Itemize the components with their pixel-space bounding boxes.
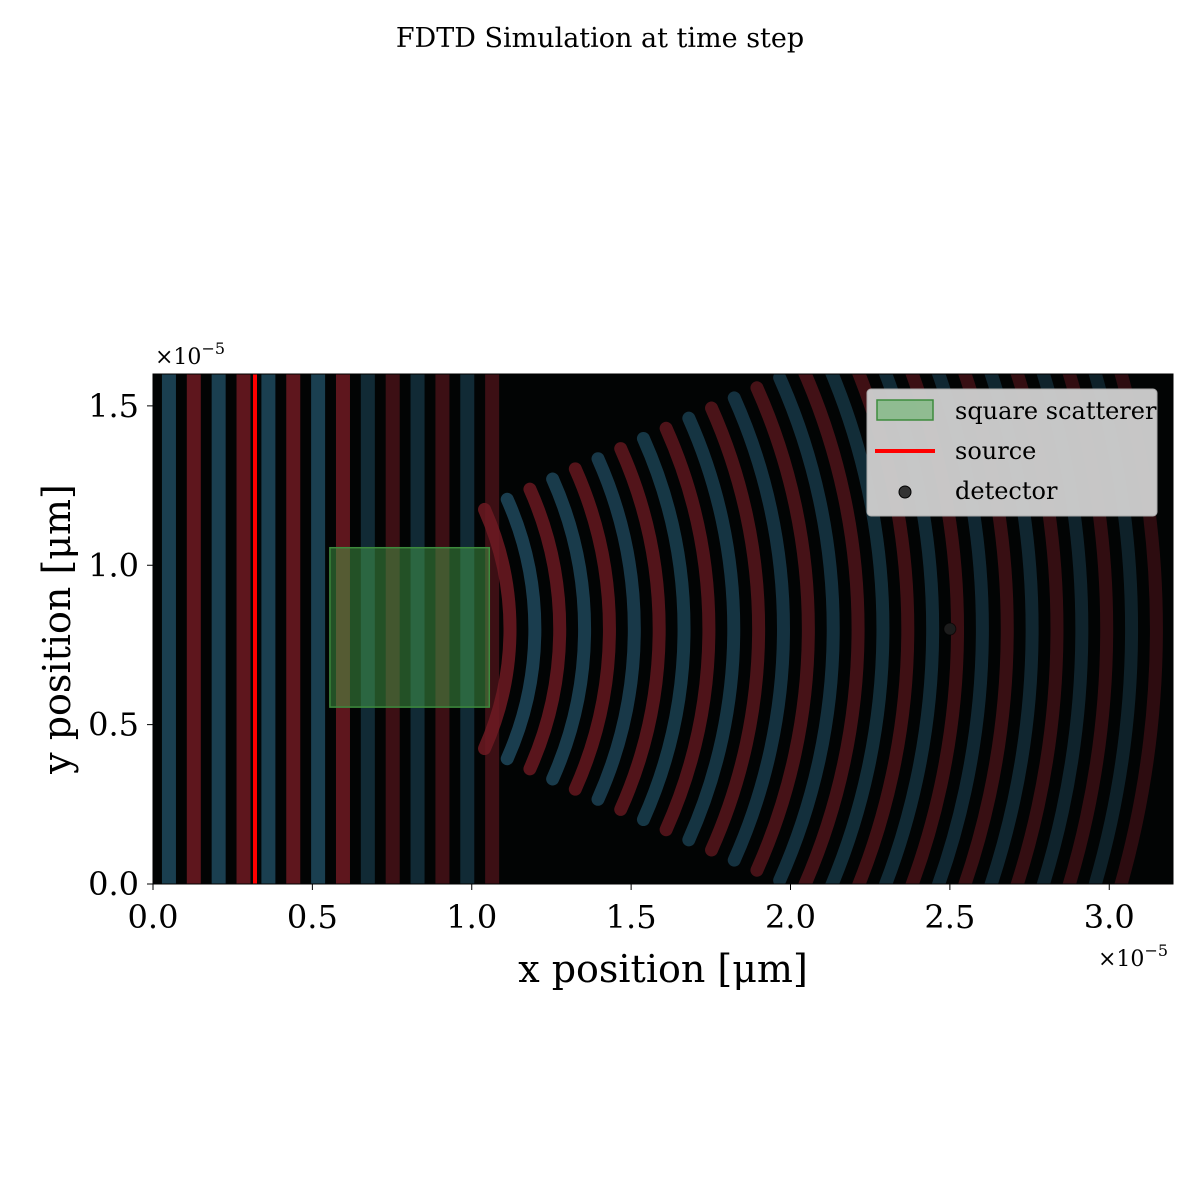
legend-scatterer-label: square scatterer — [955, 397, 1157, 425]
field-arc — [500, 492, 542, 766]
field-arc — [773, 374, 840, 884]
x-tick-label: 2.5 — [924, 898, 975, 936]
y-offset-base: ×10 — [155, 345, 201, 370]
field-band — [186, 374, 201, 884]
legend-detector-label: detector — [955, 477, 1058, 505]
x-tick-label: 0.5 — [287, 898, 338, 936]
x-tick-label: 1.0 — [446, 898, 497, 936]
field-arc — [636, 431, 691, 827]
field-band — [435, 374, 450, 884]
x-offset-label: ×10−5 — [1098, 941, 1168, 972]
field-band — [460, 374, 475, 884]
detector-marker — [943, 622, 957, 636]
field-band — [161, 374, 176, 884]
x-tick-label: 0.0 — [128, 898, 179, 936]
field-band — [236, 374, 251, 884]
field-band — [410, 374, 425, 884]
y-offset-exp: −5 — [201, 339, 225, 358]
field-waves — [161, 374, 1163, 884]
field-band — [360, 374, 375, 884]
legend: square scatterer source detector — [866, 388, 1158, 517]
y-axis-label: y position [μm] — [35, 484, 79, 775]
y-tick-label: 1.0 — [88, 546, 139, 584]
field-arc — [750, 381, 815, 877]
legend-detector-swatch — [898, 485, 912, 499]
field-band — [311, 374, 326, 884]
field-band — [286, 374, 301, 884]
chart-title: FDTD Simulation at time step — [396, 23, 804, 54]
field-arc — [705, 401, 766, 857]
field-arc — [1088, 374, 1138, 884]
field-arc — [825, 374, 890, 884]
y-tick-label: 1.5 — [88, 387, 139, 425]
x-tick-label: 1.5 — [606, 898, 657, 936]
y-tick-label: 0.5 — [88, 706, 139, 744]
field-arc — [591, 452, 641, 806]
field-arc — [1010, 374, 1064, 884]
field-band — [211, 374, 226, 884]
axes-frame — [152, 373, 1174, 885]
x-tick-label: 3.0 — [1084, 898, 1135, 936]
legend-frame — [866, 388, 1158, 517]
legend-source-label: source — [955, 437, 1036, 465]
x-offset-base: ×10 — [1098, 947, 1144, 972]
field-arc — [478, 502, 517, 756]
field-arc — [798, 374, 865, 884]
x-tick-label: 2.0 — [765, 898, 816, 936]
field-arc — [659, 421, 716, 837]
field-arc — [614, 442, 666, 816]
field-arc — [682, 411, 741, 847]
legend-scatterer-swatch — [876, 399, 934, 421]
field-arc — [568, 462, 616, 796]
field-arc — [1062, 374, 1114, 884]
square-scatterer — [329, 546, 491, 708]
x-axis-label: x position [μm] — [518, 947, 808, 991]
field-arc — [727, 391, 790, 867]
field-band — [335, 374, 350, 884]
field-arc — [523, 482, 567, 776]
x-axis-ticks: 0.0 0.5 1.0 1.5 2.0 2.5 3.0 — [128, 884, 1135, 936]
y-offset-label: ×10−5 — [155, 339, 225, 370]
field-band — [261, 374, 276, 884]
field-arc — [546, 472, 592, 786]
field-band — [385, 374, 400, 884]
field-band — [485, 374, 500, 884]
field-arc — [1114, 374, 1163, 884]
x-offset-exp: −5 — [1144, 941, 1168, 960]
y-axis-ticks: 0.0 0.5 1.0 1.5 — [88, 387, 153, 903]
y-tick-label: 0.0 — [88, 865, 139, 903]
